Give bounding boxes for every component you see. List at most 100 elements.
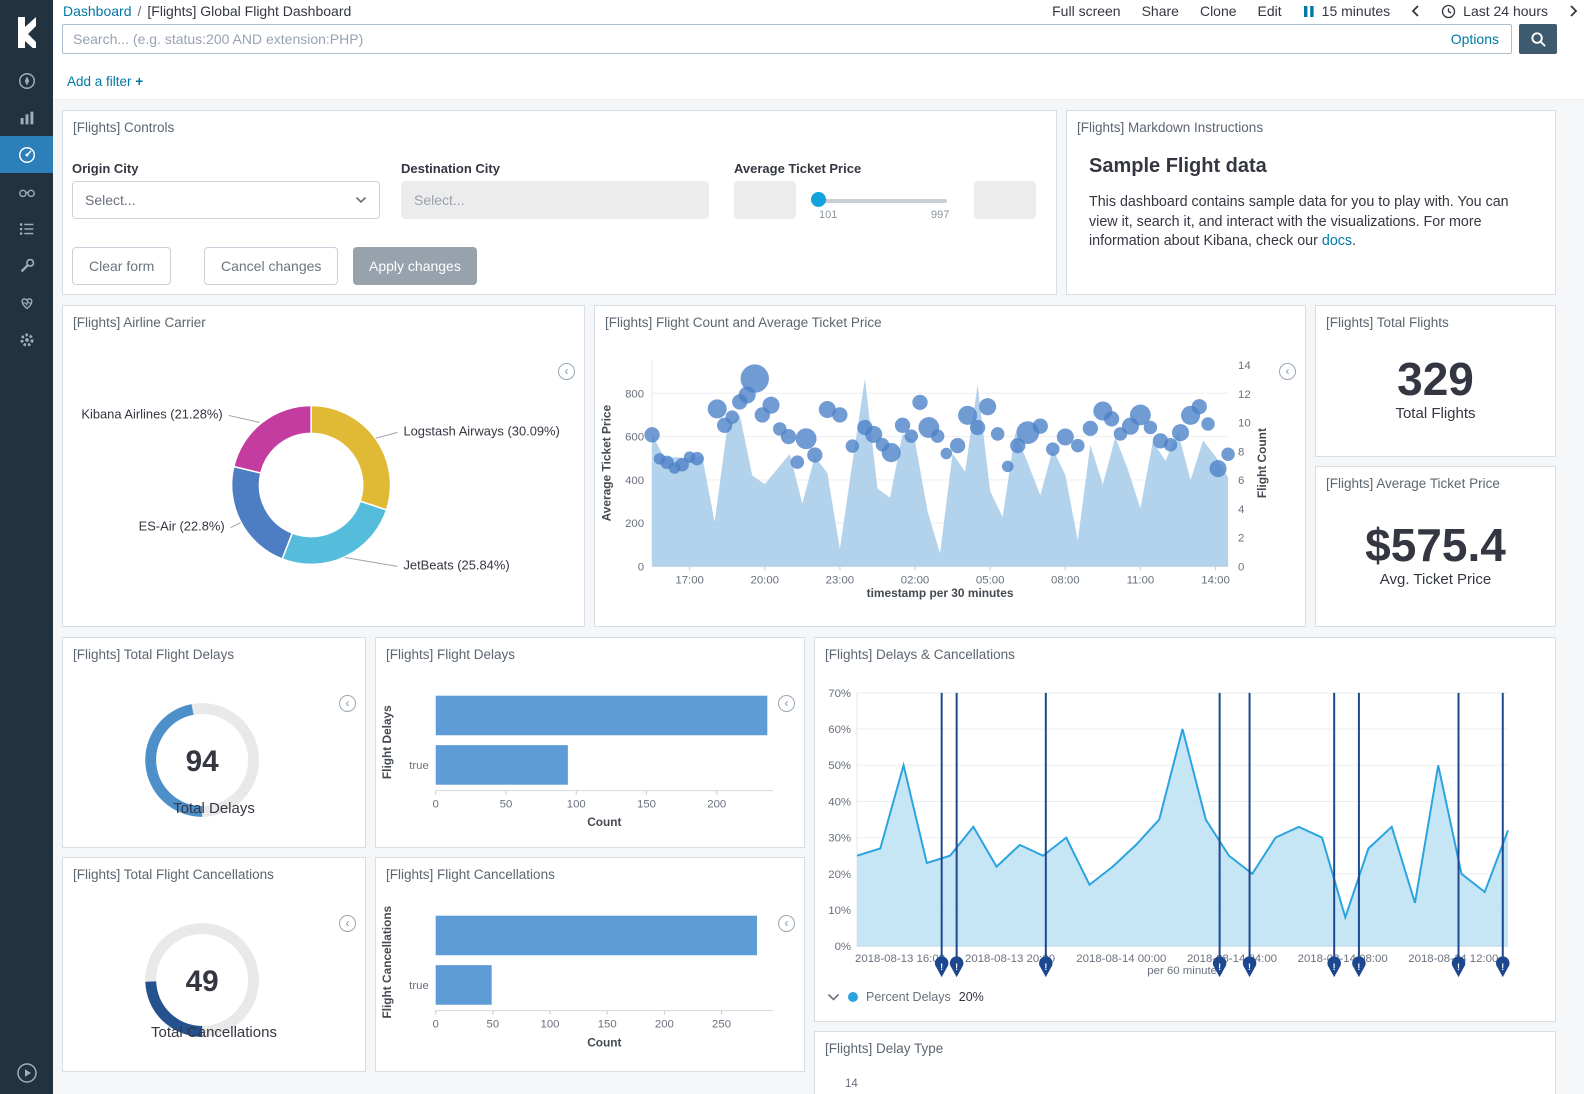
svg-text:05:00: 05:00 [976,574,1005,586]
price-max-input [974,181,1036,219]
legend-series-value: 20% [958,990,984,1004]
cancel-changes-button[interactable]: Cancel changes [204,247,339,285]
flight-delays-bar-chart[interactable]: true 0 50 100 150 200 Flight Delays Count [376,668,804,847]
flight-count-price-chart[interactable]: 0 200 400 600 800 0 2 4 6 8 10 12 14 17:00 20:00 23:00 0… [595,336,1305,626]
svg-text:!: ! [1248,962,1251,972]
play-circle-icon [16,1063,37,1083]
svg-text:94: 94 [186,745,219,778]
panel-flight-delays: [Flights] Flight Delays ‹ true 0 50 100 150 2… [375,637,805,848]
legend-series-label: Percent Delays [866,990,951,1004]
heartbeat-icon [21,297,32,309]
svg-text:10: 10 [1238,418,1251,430]
page-title: [Flights] Global Flight Dashboard [147,3,352,19]
chevron-down-icon [355,196,367,204]
kibana-logo[interactable] [0,0,53,62]
destination-city-value: Select... [414,192,465,208]
svg-text:!: ! [955,962,958,972]
avg-ticket-price-value: $575.4 [1365,518,1506,571]
svg-text:!: ! [940,962,943,972]
refresh-interval-control[interactable]: 15 minutes [1303,3,1390,19]
sidebar-item-dev-tools[interactable] [0,247,53,284]
add-filter-button[interactable]: Add a filter + [67,74,143,89]
svg-text:0: 0 [1238,561,1244,573]
svg-text:23:00: 23:00 [826,574,855,586]
panel-title: [Flights] Total Flight Delays [73,647,235,662]
previous-time-chevron-icon[interactable] [1411,4,1420,18]
price-slider-handle[interactable] [811,192,826,207]
origin-city-label: Origin City [72,161,139,176]
panel-title: [Flights] Flight Cancellations [386,867,555,882]
markdown-body: This dashboard contains sample data for … [1089,193,1541,252]
price-slider-min-label: 101 [819,209,838,221]
query-options-link[interactable]: Options [1450,31,1499,47]
panel-delay-type: [Flights] Delay Type 14 [814,1031,1556,1094]
origin-city-select[interactable]: Select... [72,181,380,219]
destination-city-select: Select... [401,181,709,219]
airline-carrier-donut-chart[interactable]: Kibana Airlines (21.28%) Logstash Airways… [63,336,584,626]
app-sidebar [0,0,53,1094]
svg-text:timestamp per 30 minutes: timestamp per 30 minutes [867,586,1014,600]
sidebar-item-logs[interactable] [0,210,53,247]
svg-text:8: 8 [1238,446,1244,458]
flight-cancellations-bar-chart[interactable]: true 0 50 100 150 200 250 Flight Cancellations C… [376,888,804,1071]
chart-legend[interactable]: Percent Delays 20% [827,990,984,1004]
svg-text:800: 800 [625,388,644,400]
sidebar-item-discover[interactable] [0,62,53,99]
price-slider-track[interactable] [815,199,947,203]
price-slider-max-label: 997 [931,209,950,221]
svg-text:Flight Cancellations: Flight Cancellations [380,905,394,1018]
sidebar-item-monitoring[interactable] [0,284,53,321]
glasses-icon [18,189,35,197]
svg-text:50: 50 [500,798,513,810]
panel-title: [Flights] Delay Type [825,1041,944,1056]
sidebar-item-timelion[interactable] [0,173,53,210]
legend-toggle-icon[interactable]: ‹ [1279,363,1296,380]
search-input[interactable] [63,31,1439,47]
panel-flight-cancellations: [Flights] Flight Cancellations ‹ true 0 50… [375,857,805,1072]
svg-text:200: 200 [625,518,644,530]
total-cancellations-gauge[interactable]: 49 [63,888,365,1067]
legend-toggle-icon[interactable]: ‹ [778,695,795,712]
origin-city-value: Select... [85,192,136,208]
svg-text:0: 0 [433,798,439,810]
add-filter-label: Add a filter [67,74,132,89]
apply-changes-button[interactable]: Apply changes [353,247,477,285]
svg-text:49: 49 [186,965,219,998]
panel-average-ticket-price: [Flights] Average Ticket Price $575.4 Av… [1315,466,1556,627]
panel-total-flight-delays: [Flights] Total Flight Delays ‹ 94 Total… [62,637,366,848]
share-button[interactable]: Share [1141,3,1179,19]
markdown-heading: Sample Flight data [1089,155,1267,177]
search-button[interactable] [1519,24,1557,54]
edit-button[interactable]: Edit [1257,3,1282,19]
sidebar-item-management[interactable] [0,321,53,358]
svg-text:2018-08-14 04:00: 2018-08-14 04:00 [1187,953,1277,965]
legend-toggle-icon[interactable]: ‹ [778,915,795,932]
clear-form-button[interactable]: Clear form [72,247,172,285]
legend-toggle-icon[interactable]: ‹ [339,695,356,712]
sidebar-item-visualize[interactable] [0,99,53,136]
legend-toggle-icon[interactable]: ‹ [339,915,356,932]
svg-text:Flight Count: Flight Count [1255,428,1269,498]
panel-title: [Flights] Controls [73,120,175,135]
full-screen-button[interactable]: Full screen [1052,3,1121,19]
svg-text:Logstash Airways (30.09%): Logstash Airways (30.09%) [403,423,559,438]
panel-title: [Flights] Airline Carrier [73,315,206,330]
delays-cancellations-chart[interactable]: 0% 10% 20% 30% 40% 50% 60% 70% 2018-08-13 16:00 2… [815,668,1555,988]
legend-toggle-icon[interactable]: ‹ [558,363,575,380]
clone-button[interactable]: Clone [1199,3,1237,19]
svg-text:true: true [409,760,429,772]
next-time-chevron-icon[interactable] [1569,4,1578,18]
breadcrumb-dashboard-link[interactable]: Dashboard [63,3,132,19]
svg-text:per 60 minutes: per 60 minutes [1147,965,1223,977]
docs-link[interactable]: docs [1321,233,1353,249]
sidebar-item-dashboard[interactable] [0,136,53,173]
bar-chart-icon [20,111,33,124]
time-range-picker[interactable]: Last 24 hours [1441,3,1548,19]
total-delays-gauge[interactable]: 94 [63,668,365,847]
svg-text:50%: 50% [828,760,851,772]
panel-title: [Flights] Flight Count and Average Ticke… [605,315,882,330]
plus-icon: + [135,74,144,89]
svg-text:50: 50 [487,1018,500,1030]
sidebar-collapse-button[interactable] [0,1062,53,1084]
gauge-icon [18,146,35,163]
